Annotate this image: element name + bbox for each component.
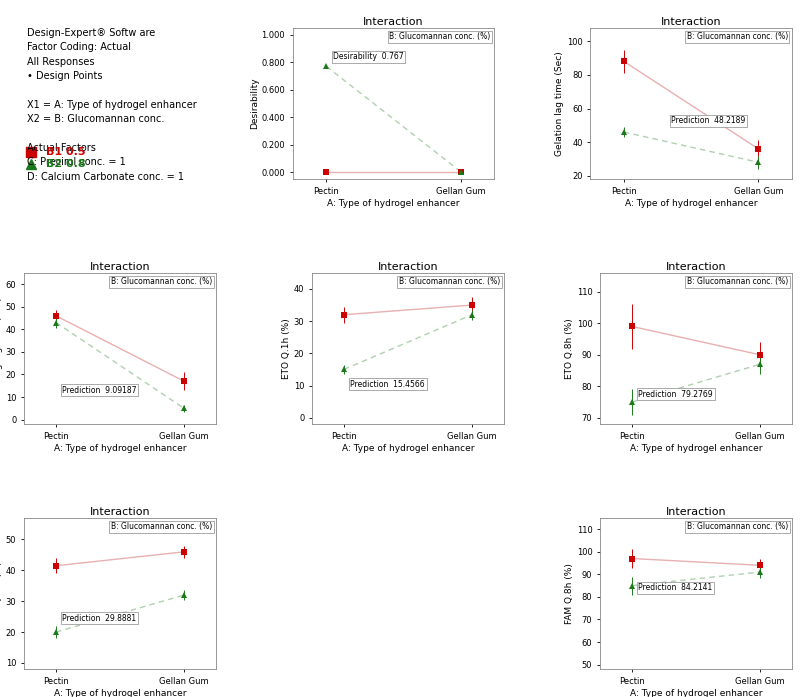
Text: Prediction  79.2769: Prediction 79.2769: [638, 390, 713, 399]
Text: Prediction  29.8881: Prediction 29.8881: [62, 614, 137, 623]
Y-axis label: ETO Q.8h (%): ETO Q.8h (%): [565, 318, 574, 379]
Y-axis label: FAM Q. 1h (%): FAM Q. 1h (%): [0, 562, 3, 625]
Y-axis label: ETO Q.1h (%): ETO Q.1h (%): [282, 318, 291, 379]
X-axis label: A: Type of hydrogel enhancer: A: Type of hydrogel enhancer: [630, 689, 762, 697]
Text: Prediction  48.2189: Prediction 48.2189: [671, 116, 746, 125]
Text: B: Glucomannan conc. (%): B: Glucomannan conc. (%): [111, 523, 212, 531]
Title: Interaction: Interaction: [90, 507, 150, 517]
Title: Interaction: Interaction: [363, 17, 424, 27]
X-axis label: A: Type of hydrogel enhancer: A: Type of hydrogel enhancer: [342, 443, 474, 452]
X-axis label: A: Type of hydrogel enhancer: A: Type of hydrogel enhancer: [625, 199, 758, 208]
X-axis label: A: Type of hydrogel enhancer: A: Type of hydrogel enhancer: [630, 443, 762, 452]
Text: Desirability  0.767: Desirability 0.767: [333, 52, 404, 61]
X-axis label: A: Type of hydrogel enhancer: A: Type of hydrogel enhancer: [54, 689, 186, 697]
Text: Design-Expert® Softw are
Factor Coding: Actual
All Responses
• Design Points

X1: Design-Expert® Softw are Factor Coding: …: [27, 28, 198, 182]
X-axis label: A: Type of hydrogel enhancer: A: Type of hydrogel enhancer: [54, 443, 186, 452]
Text: B: Glucomannan conc. (%): B: Glucomannan conc. (%): [686, 33, 788, 41]
Text: Prediction  15.4566: Prediction 15.4566: [350, 380, 425, 389]
Title: Interaction: Interaction: [378, 262, 438, 272]
Text: B: Glucomannan conc. (%): B: Glucomannan conc. (%): [111, 277, 212, 286]
Text: Prediction  84.2141: Prediction 84.2141: [638, 583, 713, 592]
Y-axis label: Floating lag time (Sec): Floating lag time (Sec): [0, 297, 3, 400]
Text: B: Glucomannan conc. (%): B: Glucomannan conc. (%): [687, 277, 788, 286]
Y-axis label: Desirability: Desirability: [250, 77, 258, 130]
Title: Interaction: Interaction: [661, 17, 722, 27]
Text: Prediction  9.09187: Prediction 9.09187: [62, 385, 137, 395]
Title: Interaction: Interaction: [666, 262, 726, 272]
Text: B: Glucomannan conc. (%): B: Glucomannan conc. (%): [399, 277, 500, 286]
Text: B: Glucomannan conc. (%): B: Glucomannan conc. (%): [389, 33, 490, 41]
Title: Interaction: Interaction: [90, 262, 150, 272]
Text: B1 0.5: B1 0.5: [46, 147, 86, 157]
Text: B2 0.8: B2 0.8: [46, 159, 86, 169]
X-axis label: A: Type of hydrogel enhancer: A: Type of hydrogel enhancer: [327, 199, 460, 208]
Y-axis label: Gelation lag time (Sec): Gelation lag time (Sec): [555, 51, 564, 156]
Title: Interaction: Interaction: [666, 507, 726, 517]
Text: B: Glucomannan conc. (%): B: Glucomannan conc. (%): [687, 523, 788, 531]
Y-axis label: FAM Q.8h (%): FAM Q.8h (%): [565, 563, 574, 624]
